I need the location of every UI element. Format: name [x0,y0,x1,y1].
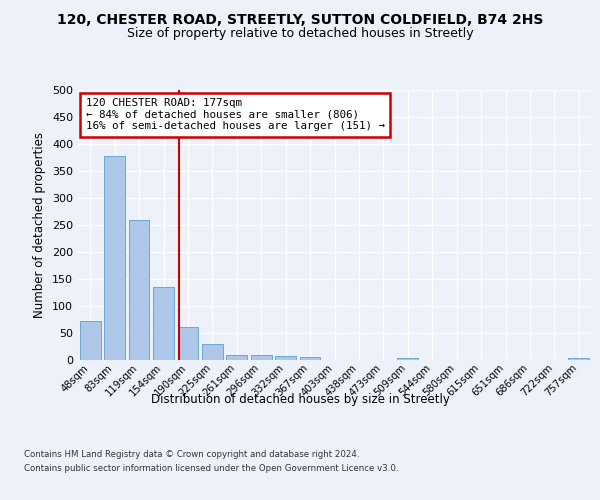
Text: Size of property relative to detached houses in Streetly: Size of property relative to detached ho… [127,28,473,40]
Y-axis label: Number of detached properties: Number of detached properties [34,132,46,318]
Bar [202,344,223,360]
Text: Contains public sector information licensed under the Open Government Licence v3: Contains public sector information licen… [24,464,398,473]
Text: 120 CHESTER ROAD: 177sqm
← 84% of detached houses are smaller (806)
16% of semi-: 120 CHESTER ROAD: 177sqm ← 84% of detach… [86,98,385,132]
Bar [299,358,320,360]
Bar [568,358,589,360]
Bar [153,286,174,360]
Text: Contains HM Land Registry data © Crown copyright and database right 2024.: Contains HM Land Registry data © Crown c… [24,450,359,459]
Text: 120, CHESTER ROAD, STREETLY, SUTTON COLDFIELD, B74 2HS: 120, CHESTER ROAD, STREETLY, SUTTON COLD… [57,12,543,26]
Bar [251,354,272,360]
Bar [397,358,418,360]
Bar [275,356,296,360]
Text: Distribution of detached houses by size in Streetly: Distribution of detached houses by size … [151,392,449,406]
Bar [80,320,101,360]
Bar [128,220,149,360]
Bar [178,326,199,360]
Bar [104,156,125,360]
Bar [226,354,247,360]
